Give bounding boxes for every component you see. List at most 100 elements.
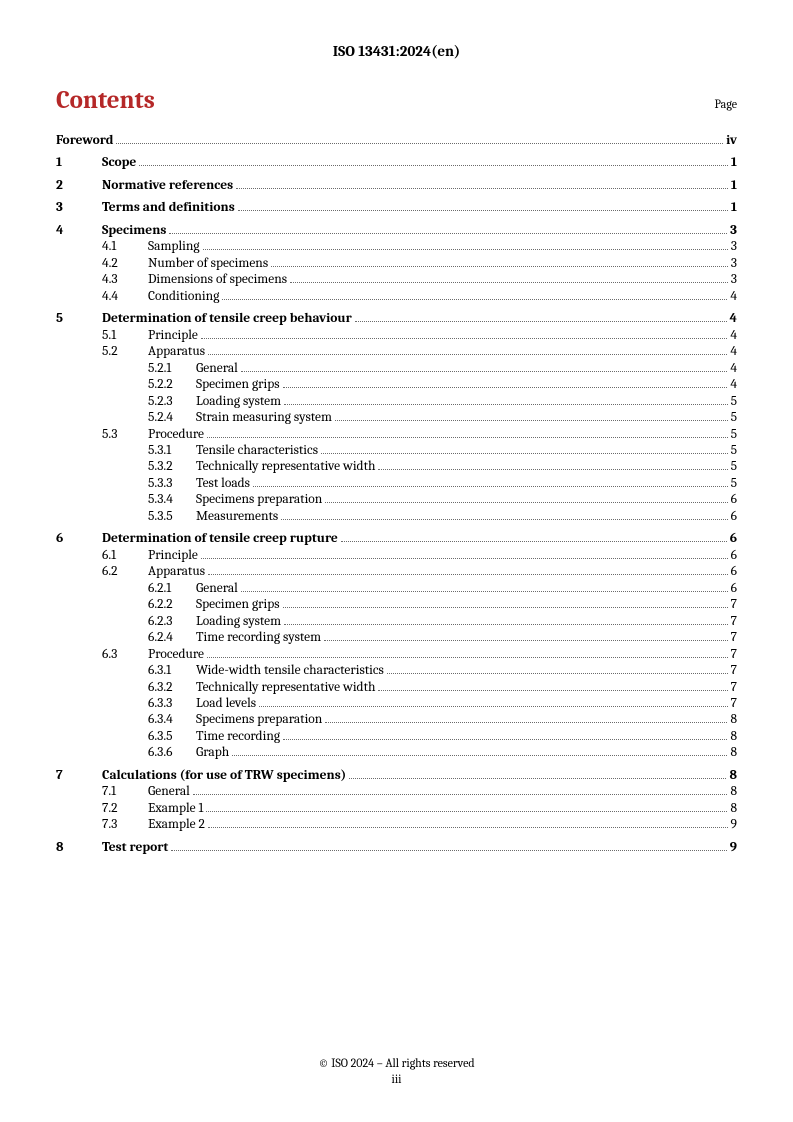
toc-entry: 7Calculations (for use of TRW specimens)… (56, 768, 737, 784)
toc-label: General (148, 784, 190, 800)
toc-label: Specimens preparation (196, 712, 322, 728)
toc-entry: 5.2.2Specimen grips4 (56, 377, 737, 393)
toc-leader (206, 811, 727, 812)
toc-number: 5.1 (102, 328, 148, 344)
toc-entry: 1Scope1 (56, 155, 737, 171)
toc-entry: 5.2.4Strain measuring system5 (56, 410, 737, 426)
toc-leader (207, 657, 728, 658)
toc-entry: 7.3Example 29 (56, 817, 737, 833)
toc-leader (321, 453, 728, 454)
toc-number: 5.2.3 (148, 394, 196, 410)
toc-page: 1 (731, 178, 737, 194)
toc-entry: 5.2Apparatus4 (56, 344, 737, 360)
toc-entry: 4.1Sampling3 (56, 239, 737, 255)
toc-page: 7 (731, 680, 737, 696)
toc-page: 5 (731, 459, 737, 475)
toc-number: 5.3.2 (148, 459, 196, 475)
toc-number: 4 (56, 223, 102, 239)
toc-label: Example 2 (148, 817, 205, 833)
toc-label: Foreword (56, 133, 113, 149)
toc-leader (232, 755, 727, 756)
toc-entry: 6.3.3Load levels7 (56, 696, 737, 712)
toc-page: 8 (730, 712, 737, 728)
toc-leader (283, 387, 728, 388)
toc-leader (208, 354, 727, 355)
toc-leader (324, 640, 728, 641)
toc-number: 6.3.6 (148, 745, 196, 761)
toc-number: 6.2.3 (148, 614, 196, 630)
toc-label: Measurements (196, 509, 278, 525)
toc-page: 6 (730, 531, 737, 547)
toc-label: Time recording (196, 729, 280, 745)
toc-entry: Forewordiv (56, 133, 737, 149)
toc-label: Test report (102, 840, 168, 856)
toc-entry: 6.3Procedure7 (56, 647, 737, 663)
toc-page: 3 (731, 239, 737, 255)
toc-page: 4 (730, 361, 737, 377)
toc-leader (238, 210, 728, 211)
toc-number: 3 (56, 200, 102, 216)
toc-entry: 5.2.1General4 (56, 361, 737, 377)
toc-entry: 6.3.2Technically representative width7 (56, 680, 737, 696)
copyright-text: © ISO 2024 – All rights reserved (0, 1056, 793, 1070)
toc-number: 5.3.5 (148, 509, 196, 525)
toc-entry: 4.3Dimensions of specimens3 (56, 272, 737, 288)
toc-number: 4.2 (102, 256, 148, 272)
toc-page: 1 (731, 200, 737, 216)
toc-label: Terms and definitions (102, 200, 235, 216)
toc-number: 7 (56, 768, 102, 784)
toc-label: Number of specimens (148, 256, 268, 272)
toc-number: 6.2.1 (148, 581, 196, 597)
toc-leader (171, 850, 726, 851)
toc-page: 7 (731, 647, 737, 663)
toc-page: 3 (730, 223, 737, 239)
toc-page: 4 (730, 344, 737, 360)
toc-leader (208, 574, 728, 575)
toc-label: General (196, 361, 238, 377)
document-header: ISO 13431:2024(en) (56, 42, 737, 60)
toc-label: Principle (148, 548, 198, 564)
toc-entry: 8Test report9 (56, 840, 737, 856)
toc-entry: 5.3.4Specimens preparation6 (56, 492, 737, 508)
toc-entry: 6.3.6Graph8 (56, 745, 737, 761)
toc-leader (259, 706, 728, 707)
toc-entry: 5Determination of tensile creep behaviou… (56, 311, 737, 327)
toc-number: 5.3.1 (148, 443, 196, 459)
toc-number: 7.3 (102, 817, 148, 833)
toc-number: 1 (56, 155, 102, 171)
toc-leader (139, 165, 728, 166)
toc-number: 6.2.4 (148, 630, 196, 646)
toc-entry: 6.2.3Loading system7 (56, 614, 737, 630)
toc-entry: 6.2Apparatus6 (56, 564, 737, 580)
toc-leader (241, 591, 728, 592)
toc-leader (116, 143, 723, 144)
toc-label: Sampling (148, 239, 200, 255)
toc-entry: 5.3.3Test loads5 (56, 476, 737, 492)
toc-page: 4 (730, 377, 737, 393)
toc-number: 6.2 (102, 564, 148, 580)
toc-page: 8 (730, 784, 737, 800)
toc-number: 5 (56, 311, 102, 327)
toc-label: Apparatus (148, 344, 205, 360)
toc-page: 5 (731, 476, 737, 492)
toc-leader (355, 321, 727, 322)
toc-label: Specimen grips (196, 597, 280, 613)
toc-number: 4.3 (102, 272, 148, 288)
toc-label: Normative references (102, 178, 233, 194)
toc-entry: 6.2.1General6 (56, 581, 737, 597)
toc-leader (241, 371, 728, 372)
toc-page: 5 (731, 410, 737, 426)
toc-number: 6.3 (102, 647, 148, 663)
toc-label: Strain measuring system (196, 410, 332, 426)
toc-page: 7 (731, 597, 737, 613)
toc-label: Technically representative width (196, 680, 375, 696)
toc-label: Principle (148, 328, 198, 344)
toc-number: 7.1 (102, 784, 148, 800)
toc-page: 7 (731, 696, 737, 712)
toc-page: 5 (731, 394, 737, 410)
toc-leader (378, 469, 727, 470)
toc-entry: 5.3.5Measurements6 (56, 509, 737, 525)
toc-label: Loading system (196, 614, 281, 630)
toc-leader (201, 338, 727, 339)
toc-leader (378, 690, 727, 691)
